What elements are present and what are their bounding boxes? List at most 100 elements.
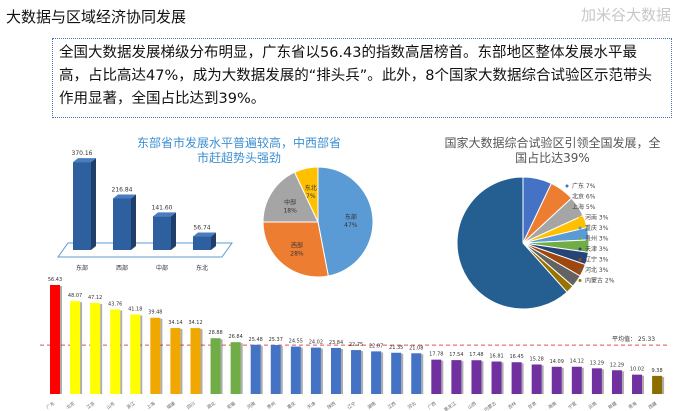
bar-value-label: 14.12 xyxy=(570,359,584,365)
bar-value-label: 17.48 xyxy=(469,352,483,358)
category-label: 黑龙江 xyxy=(442,400,457,411)
category-label: 陕西 xyxy=(326,400,338,411)
category-label: 新疆 xyxy=(607,400,619,411)
bar-天津 xyxy=(310,347,321,394)
bar-山东 xyxy=(110,309,121,394)
bar-shadow xyxy=(260,345,263,394)
legend-marker xyxy=(578,279,582,282)
bar-西部 xyxy=(113,198,131,250)
bar-value-label: 56.74 xyxy=(193,225,210,232)
bar-value-label: 17.54 xyxy=(449,352,463,358)
bar-value-label: 43.76 xyxy=(108,301,122,307)
category-label: 江苏 xyxy=(85,400,97,411)
legend-marker xyxy=(565,195,569,198)
bar-shadow xyxy=(200,329,203,394)
bar-value-label: 12.29 xyxy=(610,362,624,368)
legend-marker xyxy=(578,258,582,261)
bar-江苏 xyxy=(90,302,101,394)
bar-side xyxy=(131,194,136,250)
slice-label: 东北 xyxy=(305,184,317,192)
bar-shadow xyxy=(60,286,62,394)
bar-value-label: 48.07 xyxy=(68,293,82,299)
bar-value-label: 23.84 xyxy=(329,340,343,346)
bar-黑龙江 xyxy=(451,360,462,394)
bar-value-label: 22.75 xyxy=(349,342,363,348)
bar-青海 xyxy=(632,374,643,394)
bar-value-label: 15.28 xyxy=(530,356,544,362)
bar-shadow xyxy=(441,360,444,394)
category-label: 西部 xyxy=(116,264,128,272)
legend-item: 北京 6% xyxy=(572,193,596,201)
bar-shadow xyxy=(501,362,504,394)
category-label: 北京 xyxy=(65,400,77,411)
category-label: 湖北 xyxy=(205,400,217,411)
category-label: 内蒙古 xyxy=(483,400,498,411)
bar-shadow xyxy=(80,302,83,394)
legend-item: 河南 3% xyxy=(585,214,609,222)
bar-platform xyxy=(57,242,233,258)
category-label: 湖南 xyxy=(366,400,378,411)
bar-shadow xyxy=(561,367,564,394)
bar-value-label: 24.55 xyxy=(289,339,303,345)
bar-side xyxy=(171,212,176,250)
bar-湖北 xyxy=(210,338,221,394)
bar-新疆 xyxy=(611,370,622,394)
bar-shadow xyxy=(100,303,103,394)
bar-宁夏 xyxy=(571,366,582,394)
bar-内蒙古 xyxy=(491,361,502,394)
legend-marker xyxy=(565,184,569,188)
bar-福建 xyxy=(170,328,181,394)
bar-安徽 xyxy=(230,342,241,394)
bar-value-label: 13.29 xyxy=(590,360,604,366)
category-label: 青海 xyxy=(627,400,639,411)
bar-广西 xyxy=(431,359,442,394)
category-label: 宁夏 xyxy=(567,400,579,411)
bar-广东 xyxy=(50,285,60,394)
bar-陕西 xyxy=(330,347,341,394)
bar-value-label: 25.48 xyxy=(249,337,263,343)
bar-浙江 xyxy=(130,314,141,394)
bar-shadow xyxy=(361,351,364,394)
category-label: 山西 xyxy=(466,400,478,411)
slice-percent: 28% xyxy=(290,250,304,257)
slide-title: 大数据与区域经济协同发展 xyxy=(6,8,187,26)
bar-shadow xyxy=(120,310,123,394)
bar-value-label: 41.18 xyxy=(128,306,142,312)
legend-item: 河北 3% xyxy=(585,266,609,274)
bar-side xyxy=(91,158,96,250)
bar-value-label: 14.09 xyxy=(550,359,564,365)
bar-value-label: 21.08 xyxy=(409,345,423,351)
bar-value-label: 56.43 xyxy=(48,277,62,283)
bar-value-label: 16.81 xyxy=(489,354,503,360)
category-label: 安徽 xyxy=(225,400,237,411)
bar-shadow xyxy=(340,348,343,394)
bar-value-label: 9.38 xyxy=(652,368,663,374)
slice-label: 中部 xyxy=(284,198,296,206)
category-label: 东部 xyxy=(76,264,88,272)
legend-item: 重庆 3% xyxy=(585,224,609,232)
bar-江西 xyxy=(391,352,402,394)
bar-value-label: 34.12 xyxy=(188,320,202,326)
bar-shadow xyxy=(180,329,183,394)
bar-辽宁 xyxy=(351,350,362,394)
region-pie-slice-东北 xyxy=(293,166,319,223)
bar-side xyxy=(211,232,216,250)
bar-top xyxy=(113,194,136,199)
slice-label: 东部 xyxy=(345,213,357,221)
bar-value-label: 39.48 xyxy=(148,310,162,316)
bar-top xyxy=(73,158,96,163)
bar-吉林 xyxy=(511,362,522,394)
pilot-pie-title: 国家大数据综合试验区引领全国发展，全国占比达39% xyxy=(444,136,661,165)
bar-shadow xyxy=(160,318,163,394)
slice-percent: 7% xyxy=(306,193,316,200)
bar-value-label: 22.07 xyxy=(369,343,383,349)
bar-shadow xyxy=(521,363,524,394)
bar-shadow xyxy=(581,367,584,394)
legend-marker xyxy=(578,268,582,272)
bar-湖南 xyxy=(371,351,382,394)
bar-甘肃 xyxy=(531,364,542,394)
bar-上海 xyxy=(150,317,161,394)
region-pie-slice-西部 xyxy=(262,221,329,278)
category-label: 东北 xyxy=(196,264,208,272)
